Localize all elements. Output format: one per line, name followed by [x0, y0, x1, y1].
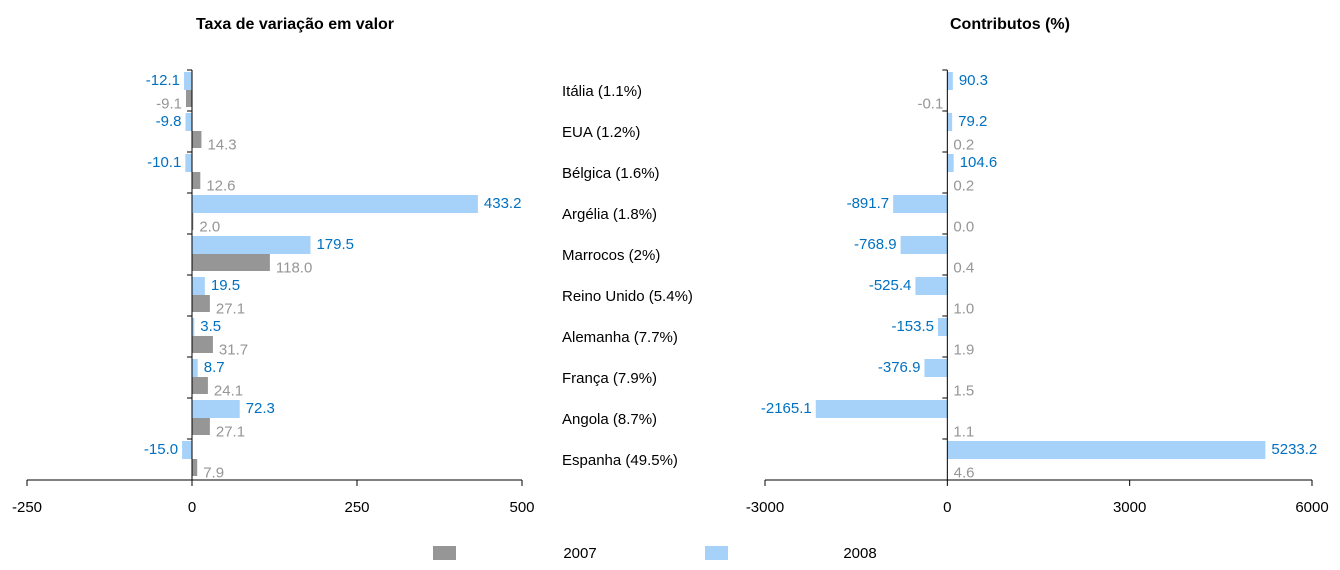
x-tick-label: 0 — [188, 499, 196, 516]
bar — [915, 277, 948, 295]
x-tick-label: 250 — [344, 499, 369, 516]
bar — [815, 400, 948, 418]
value-label: -9.1 — [156, 95, 182, 112]
bar — [192, 131, 202, 148]
bar — [185, 113, 192, 131]
value-label: 118.0 — [276, 259, 312, 276]
legend-swatch — [433, 546, 456, 560]
bar — [192, 254, 270, 271]
category-label: Marrocos (2%) — [562, 247, 660, 264]
bar — [893, 195, 948, 213]
value-label: 19.5 — [211, 277, 240, 294]
x-tick-label: 0 — [943, 499, 951, 516]
value-label: 24.1 — [214, 382, 243, 399]
category-label: Alemanha (7.7%) — [562, 329, 678, 346]
value-label: 72.3 — [246, 400, 275, 417]
bar — [192, 418, 210, 435]
value-label: 1.1 — [953, 423, 974, 440]
value-label: -891.7 — [847, 195, 890, 212]
value-label: 12.6 — [206, 177, 235, 194]
chart-title: Taxa de variação em valor — [196, 16, 394, 33]
legend-swatch — [705, 546, 728, 560]
bar — [900, 236, 948, 254]
value-label: -12.1 — [146, 72, 180, 89]
bar — [192, 195, 478, 213]
value-label: 0.0 — [953, 218, 974, 235]
bar — [947, 113, 953, 131]
value-label: -376.9 — [878, 359, 921, 376]
value-label: 433.2 — [484, 195, 522, 212]
value-label: -9.8 — [156, 113, 182, 130]
bar — [184, 72, 192, 90]
value-label: 7.9 — [203, 464, 224, 481]
value-label: 27.1 — [216, 423, 245, 440]
legend-label: 2007 — [563, 545, 596, 562]
bar — [182, 441, 192, 459]
value-label: 90.3 — [959, 72, 988, 89]
value-label: 0.2 — [953, 177, 974, 194]
bar — [192, 318, 195, 336]
x-tick-label: 3000 — [1113, 499, 1146, 516]
chart-title: Contributos (%) — [950, 16, 1070, 33]
x-tick-label: -250 — [12, 499, 42, 516]
value-label: -2165.1 — [761, 400, 812, 417]
value-label: 3.5 — [200, 318, 221, 335]
value-label: -10.1 — [147, 154, 181, 171]
value-label: -0.1 — [917, 95, 943, 112]
bar — [947, 441, 1266, 459]
bar — [192, 377, 208, 394]
category-label: Angola (8.7%) — [562, 411, 657, 428]
bar — [924, 359, 948, 377]
bar — [192, 172, 201, 189]
value-label: -153.5 — [891, 318, 934, 335]
value-label: 179.5 — [316, 236, 354, 253]
value-label: 79.2 — [958, 113, 987, 130]
bar — [192, 359, 198, 377]
category-label: Argélia (1.8%) — [562, 206, 657, 223]
bar — [185, 90, 192, 107]
value-label: 27.1 — [216, 300, 245, 317]
bar — [192, 336, 213, 353]
category-label: Espanha (49.5%) — [562, 452, 678, 469]
value-label: -525.4 — [869, 277, 912, 294]
category-label: França (7.9%) — [562, 370, 657, 387]
bar — [192, 295, 210, 312]
legend-label: 2008 — [843, 545, 876, 562]
value-label: 104.6 — [960, 154, 998, 171]
bar — [192, 213, 194, 230]
value-label: 2.0 — [199, 218, 220, 235]
value-label: 4.6 — [954, 464, 975, 481]
value-label: 1.9 — [953, 341, 974, 358]
bar — [947, 154, 954, 172]
value-label: 31.7 — [219, 341, 248, 358]
value-label: 0.4 — [953, 259, 974, 276]
value-label: -768.9 — [854, 236, 897, 253]
x-tick-label: -3000 — [746, 499, 784, 516]
bar — [938, 318, 948, 336]
x-tick-label: 6000 — [1295, 499, 1328, 516]
value-label: -15.0 — [144, 441, 178, 458]
value-label: 1.5 — [953, 382, 974, 399]
value-label: 14.3 — [207, 136, 236, 153]
value-label: 5233.2 — [1271, 441, 1317, 458]
value-label: 8.7 — [204, 359, 225, 376]
category-label: Bélgica (1.6%) — [562, 165, 660, 182]
category-label: Reino Unido (5.4%) — [562, 288, 693, 305]
value-label: 0.2 — [953, 136, 974, 153]
bar — [192, 459, 198, 476]
bar — [192, 400, 240, 418]
bar — [192, 277, 205, 295]
bar — [947, 72, 953, 90]
value-label: 1.0 — [953, 300, 974, 317]
category-label: EUA (1.2%) — [562, 124, 640, 141]
x-tick-label: 500 — [509, 499, 534, 516]
bar — [192, 236, 311, 254]
bar — [185, 154, 192, 172]
category-label: Itália (1.1%) — [562, 83, 642, 100]
